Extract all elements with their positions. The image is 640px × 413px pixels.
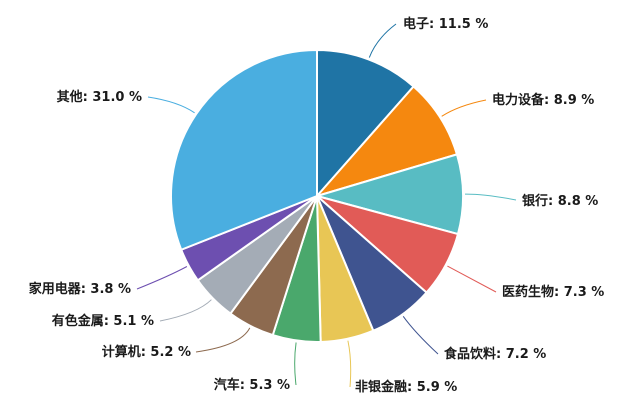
slice-5-leader-line bbox=[402, 316, 439, 355]
pie-slices bbox=[170, 48, 464, 343]
slice-9-leader-line bbox=[159, 299, 212, 322]
slice-6-label: 非银金融: 5.9 % bbox=[355, 379, 457, 395]
slice-7-leader-line bbox=[294, 342, 297, 386]
slice-3-leader-line bbox=[464, 193, 517, 201]
slice-1-leader-line bbox=[368, 23, 397, 58]
slice-7-label: 汽车: 5.3 % bbox=[214, 377, 290, 393]
slice-3-label: 银行: 8.8 % bbox=[522, 193, 598, 209]
slice-2 bbox=[313, 85, 459, 198]
leader-lines bbox=[136, 23, 517, 388]
slice-1-label: 电子: 11.5 % bbox=[403, 16, 488, 32]
slice-10-label: 家用电器: 3.8 % bbox=[29, 281, 131, 297]
slice-10-leader-line bbox=[136, 266, 188, 290]
slice-6-leader-line bbox=[347, 340, 352, 388]
slice-8-label: 计算机: 5.2 % bbox=[102, 344, 191, 360]
slice-4-leader-line bbox=[447, 265, 497, 293]
slice-1 bbox=[316, 48, 415, 199]
slice-5-label: 食品饮料: 7.2 % bbox=[444, 346, 546, 362]
slice-11 bbox=[170, 48, 318, 252]
slice-9-label: 有色金属: 5.1 % bbox=[52, 313, 154, 329]
slice-3 bbox=[313, 153, 464, 236]
slice-2-leader-line bbox=[441, 99, 487, 117]
slice-4-label: 医药生物: 7.3 % bbox=[502, 284, 604, 300]
slice-8-leader-line bbox=[195, 327, 251, 353]
slice-labels: 电子: 11.5 % 电力设备: 8.9 % 银行: 8.8 % 医药生物: 7.3 … bbox=[29, 16, 605, 395]
slice-2-label: 电力设备: 8.9 % bbox=[492, 92, 594, 108]
slice-11-label: 其他: 31.0 % bbox=[57, 89, 142, 105]
slice-11-leader-line bbox=[147, 96, 195, 114]
